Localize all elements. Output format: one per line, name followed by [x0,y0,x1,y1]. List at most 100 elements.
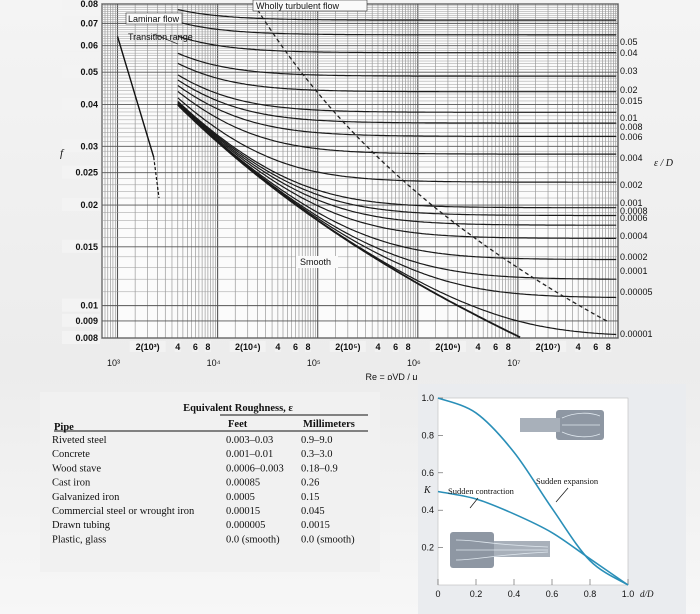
y-tick-label-bg [62,16,100,30]
contraction-streamlines [455,539,549,561]
roughness-label: 0.006 [620,132,643,142]
x-minor-label: 2(10⁴) [235,342,260,352]
roughness-table: Equivalent Roughness, ε Pipe Feet Millimete… [40,392,380,572]
table-cell: 0.0015 [301,520,330,531]
roughness-label: 0.05 [620,37,638,47]
sudden-contraction-curve [437,490,629,586]
x-minor-label: 2(10⁶) [435,342,460,352]
roughness-curve [177,74,617,113]
roughness-curve [177,21,617,36]
y-tick-labels: 0.08 0.07 0.06 0.05 0.04 0.03 0.025 0.02 0.015 0.… [62,0,100,344]
x-minor-label: 6 [593,342,598,352]
expansion-streamlines [561,412,601,438]
x-minor-label: 4 [476,342,481,352]
x-major-label: 10⁶ [407,358,421,368]
contraction-pipe-small [494,541,550,557]
table-cell: 0.18–0.9 [301,463,338,474]
k-y-tick-label: 0.2 [421,543,434,553]
table-cell: Commercial steel or wrought iron [52,506,195,517]
table-title: Equivalent Roughness, ε [183,403,293,414]
x-minor-label-bg [329,341,366,352]
roughness-curve [177,62,617,93]
y-tick-label: 0.015 [75,242,98,252]
k-x-tick-label: 0.6 [546,589,559,599]
k-y-tick-label: 0.8 [421,430,434,440]
roughness-label: 0.001 [620,198,643,208]
table-cell: 0.3–3.0 [301,449,333,460]
transition-range-label: Transition range [128,32,193,42]
x-major-label: 10³ [107,358,120,368]
y-tick-label: 0.05 [80,67,98,77]
y-tick-label: 0.06 [80,41,98,51]
roughness-label: 0.004 [620,153,643,163]
x-minor-label-bg [475,341,482,352]
k-x-tick-label: 1.0 [622,589,635,599]
sudden-expansion-curve [437,397,629,586]
roughness-curve [177,101,617,217]
right-axis-label: ε / D [654,158,674,169]
vertical-gridlines [101,4,619,338]
roughness-label: 0.00005 [620,287,653,297]
roughness-label: 0.0004 [620,231,648,241]
smooth-label-bg [296,256,338,268]
table-header: Pipe [54,422,74,433]
table-cell: 0.15 [301,492,319,503]
x-minor-label: 6 [493,342,498,352]
table-cell: 0.26 [301,478,319,489]
roughness-label: 0.0001 [620,266,648,276]
y-axis-label: f [60,147,65,159]
x-minor-label-bg [605,341,612,352]
roughness-curve [177,90,617,155]
x-axis-label: Re = ρVD / μ [365,372,417,380]
y-tick-label-bg [62,97,100,111]
roughness-curve [177,9,617,21]
y-tick-label-bg [62,298,100,312]
wholly-turbulent-label-box [252,0,368,12]
x-minor-label: 8 [506,342,511,352]
x-minor-label: 2(10⁵) [335,342,360,352]
wholly-turbulent-label: Wholly turbulent flow [256,1,340,11]
x-minor-labels: 2(10³) 4 6 8 2(10⁴) 4 6 8 2(10⁵) 4 6 8 2(10⁶) 4 6 8 2(10… [129,341,612,352]
moody-plot-area [101,3,619,339]
x-minor-label: 6 [393,342,398,352]
y-tick-label-bg [62,331,100,344]
x-minor-label-bg [530,341,567,352]
y-tick-label-bg [62,313,100,327]
x-minor-label: 4 [375,342,380,352]
roughness-curve [177,85,617,137]
y-tick-label-bg [62,165,100,179]
x-minor-label-bg [192,341,199,352]
x-minor-label: 2(10³) [136,342,160,352]
sudden-contraction-illustration [450,532,550,568]
x-minor-label-bg [374,341,381,352]
table-cell: 0.000005 [226,520,265,531]
laminar-flow-label: Laminar flow [128,14,180,24]
friction-curves [177,9,617,339]
table-header: Millimeters [303,419,355,430]
legend-contraction-pointer [469,497,479,509]
x-minor-label: 8 [205,342,210,352]
roughness-label: 0.015 [620,96,643,106]
y-tick-label: 0.02 [80,200,98,210]
legend-expansion-pointer [555,487,569,503]
roughness-label: 0.03 [620,66,638,76]
roughness-label: 0.01 [620,113,638,123]
x-minor-label-bg [505,341,512,352]
table-cell: 0.045 [301,506,325,517]
x-minor-label-bg [129,341,166,352]
legend-sudden-contraction: Sudden contraction [448,486,515,496]
k-y-axis-label: K [423,485,432,496]
roughness-label: 0.00001 [620,329,653,339]
y-tick-label: 0.009 [75,316,98,326]
chart-annotations: Laminar flow Transition range Wholly turbu… [125,0,368,268]
table-cell: 0.0006–0.003 [226,463,284,474]
table-cell: 0.0005 [226,492,255,503]
k-x-axis-label: d/D [640,589,654,599]
x-minor-label: 8 [606,342,611,352]
y-tick-label: 0.01 [80,301,98,311]
x-minor-label: 4 [175,342,180,352]
x-minor-label: 6 [193,342,198,352]
roughness-curve [177,100,617,209]
